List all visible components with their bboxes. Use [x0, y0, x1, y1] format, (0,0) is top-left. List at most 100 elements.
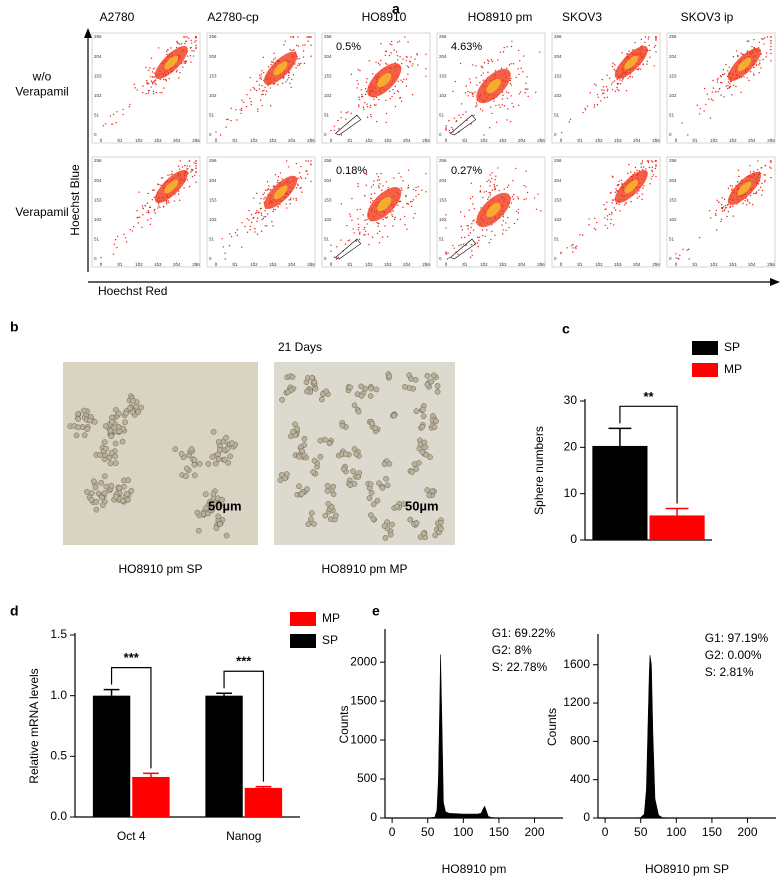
event-dot	[112, 113, 115, 116]
event-dot	[748, 79, 750, 82]
event-dot	[262, 217, 265, 220]
event-dot	[652, 161, 654, 163]
event-dot	[614, 90, 617, 92]
event-dot	[377, 222, 379, 225]
event-dot	[250, 101, 252, 103]
tick-label: 51	[209, 113, 215, 118]
density-peak	[273, 61, 288, 76]
event-dot	[502, 216, 505, 218]
tick-label: 51	[577, 138, 583, 143]
cell	[209, 454, 216, 460]
event-dot	[386, 216, 389, 218]
event-dot	[462, 114, 464, 116]
plot-frame	[91, 156, 201, 268]
event-dot	[634, 41, 636, 44]
event-dot	[755, 191, 758, 193]
event-dot	[298, 172, 301, 174]
event-dot	[415, 189, 417, 192]
event-dot	[507, 216, 509, 219]
tick-label: 256	[537, 138, 545, 143]
event-dot	[254, 212, 257, 215]
gate-percentage: 0.27%	[451, 165, 482, 177]
event-dot	[304, 177, 307, 179]
event-dot	[595, 221, 598, 224]
event-dot	[369, 106, 371, 109]
event-dot	[746, 40, 748, 42]
cell	[207, 507, 214, 514]
row-label: Verapamil	[15, 85, 68, 99]
cell	[330, 483, 337, 490]
event-dot	[648, 166, 651, 169]
event-dot	[727, 84, 729, 86]
event-dot	[488, 196, 490, 198]
event-dot	[560, 251, 562, 254]
event-dot	[490, 59, 493, 61]
tick-label: 256	[669, 158, 677, 163]
event-dot	[711, 91, 714, 93]
event-dot	[445, 252, 447, 254]
legend-label: SP	[724, 340, 740, 354]
event-dot	[467, 90, 469, 93]
event-dot	[469, 91, 471, 94]
event-dot	[157, 202, 160, 205]
event-dot	[629, 171, 632, 173]
event-dot	[483, 134, 485, 136]
event-dot	[625, 201, 627, 204]
event-dot	[403, 78, 405, 81]
event-dot	[115, 121, 117, 124]
event-dot	[297, 177, 300, 179]
cell	[93, 498, 100, 505]
event-dot	[470, 243, 473, 246]
event-dot	[373, 192, 376, 194]
event-dot	[571, 251, 574, 253]
event-dot	[467, 225, 470, 227]
axis-label: Hoechst Blue	[68, 164, 82, 236]
event-dot	[133, 83, 135, 86]
event-dot	[508, 206, 511, 208]
event-dot	[149, 206, 152, 208]
event-dot	[491, 172, 493, 174]
event-dot	[264, 225, 266, 227]
cell	[367, 512, 374, 518]
y-tick-label: 800	[570, 734, 590, 748]
event-dot	[305, 160, 307, 162]
event-dot	[611, 83, 613, 85]
event-dot	[191, 168, 193, 171]
event-dot	[369, 104, 372, 107]
event-dot	[376, 173, 378, 175]
axis-label: Hoechst Red	[98, 284, 167, 298]
event-dot	[193, 50, 195, 52]
event-dot	[628, 50, 630, 52]
event-dot	[618, 183, 620, 186]
event-dot	[495, 121, 498, 123]
event-dot	[188, 160, 190, 162]
tick-label: 204	[748, 138, 756, 143]
event-dot	[518, 93, 520, 95]
event-dot	[162, 177, 164, 179]
event-dot	[527, 95, 529, 98]
tick-label: 256	[554, 158, 562, 163]
event-dot	[596, 104, 599, 106]
event-dot	[488, 127, 491, 129]
cell	[107, 460, 114, 467]
event-dot	[142, 85, 144, 87]
event-dot	[517, 196, 519, 198]
cell	[381, 523, 388, 529]
event-dot	[651, 169, 653, 172]
event-dot	[246, 94, 248, 96]
event-dot	[373, 98, 375, 101]
event-dot	[151, 81, 154, 84]
tick-label: 256	[307, 138, 315, 143]
event-dot	[227, 118, 229, 121]
event-dot	[150, 76, 152, 78]
gate	[449, 238, 477, 260]
event-dot	[475, 65, 477, 67]
event-dot	[463, 215, 466, 217]
event-dot	[258, 74, 261, 77]
cell	[373, 386, 380, 393]
event-dot	[272, 210, 274, 213]
event-dot	[593, 106, 596, 108]
event-dot	[195, 171, 197, 173]
event-dot	[716, 81, 719, 83]
event-dot	[377, 225, 379, 228]
